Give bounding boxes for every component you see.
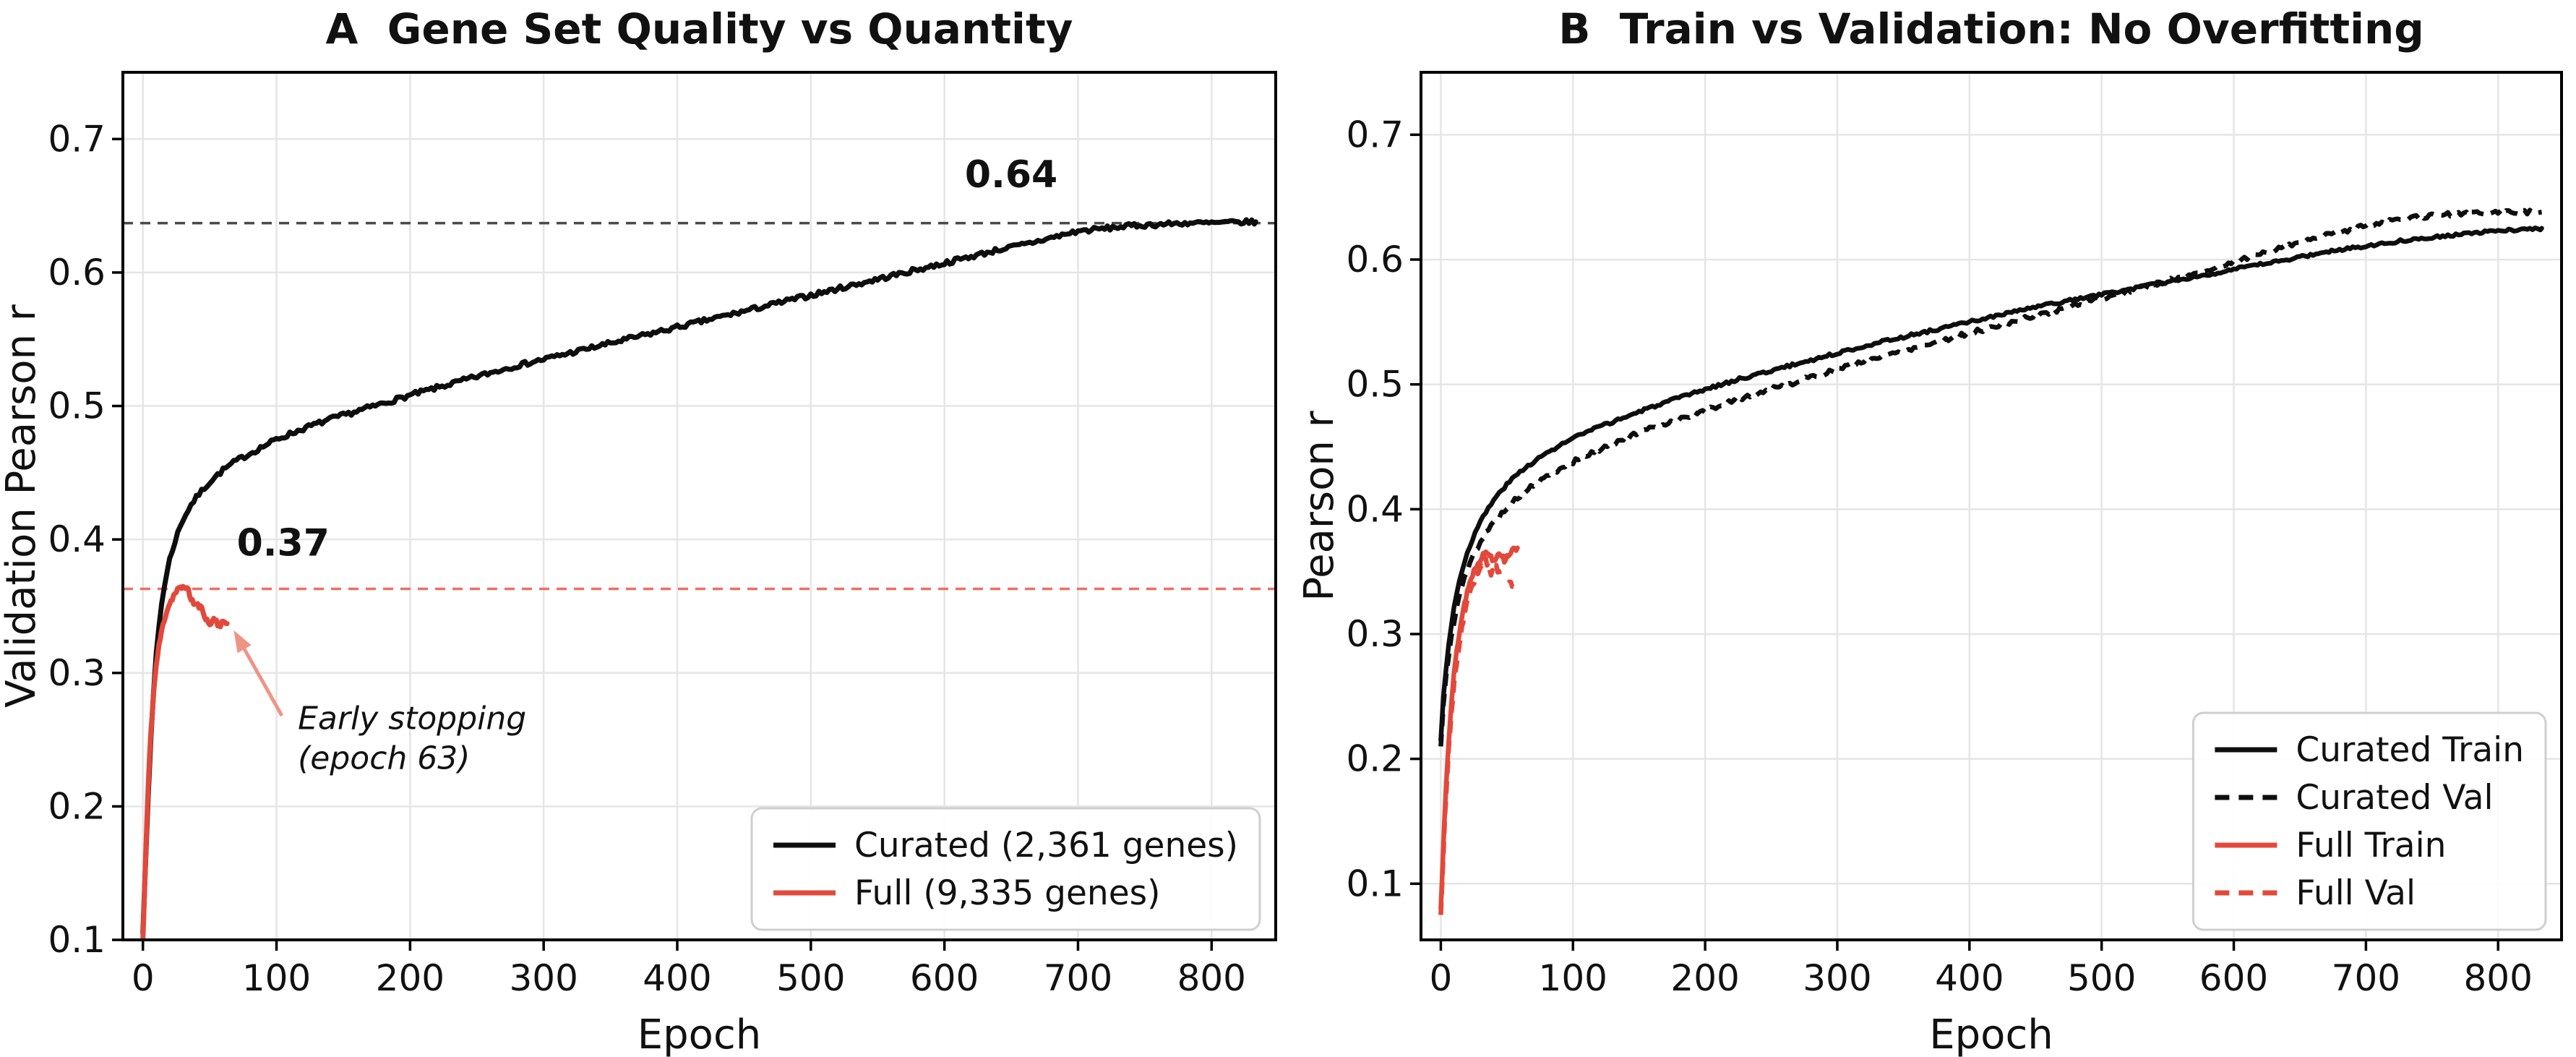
x-tick-label-800: 800 — [2464, 957, 2533, 999]
legend-box — [750, 807, 1261, 931]
series-line-full-val-seg2 — [1506, 579, 1515, 589]
x-tick-label-100: 100 — [1539, 957, 1607, 999]
annotation-arrow-head — [233, 630, 252, 654]
legend: Curated (2,361 genes) Full (9,335 genes) — [750, 807, 1261, 931]
x-tick-label-100: 100 — [242, 957, 311, 999]
legend-label-curated-2-361-genes: Curated (2,361 genes) — [854, 826, 1238, 865]
y-tick-label-0.3: 0.3 — [1346, 613, 1404, 655]
legend-label-curated-val: Curated Val — [2296, 778, 2493, 818]
x-tick-label-700: 700 — [2332, 957, 2400, 999]
x-tick-label-500: 500 — [776, 957, 845, 999]
annotation-arrow-line — [242, 648, 284, 717]
x-tick-label-300: 300 — [1803, 957, 1871, 999]
x-tick-label-200: 200 — [376, 957, 445, 999]
x-tick-label-500: 500 — [2067, 957, 2136, 999]
x-tick-label-800: 800 — [1177, 957, 1246, 999]
series-line-full-val-seg1 — [1438, 556, 1503, 915]
y-tick-label-0.2: 0.2 — [1346, 738, 1404, 780]
x-tick-label-300: 300 — [509, 957, 578, 999]
x-tick-label-400: 400 — [643, 957, 711, 999]
series-line-curated-train — [1438, 225, 2544, 743]
y-tick-label-0.1: 0.1 — [48, 919, 106, 961]
y-axis-label: Pearson r — [1296, 410, 1343, 601]
annotation-0-64: 0.64 — [965, 153, 1057, 197]
axes-spines — [1420, 71, 2563, 941]
y-tick-label-0.7: 0.7 — [48, 118, 106, 160]
series-line-full-train — [1438, 545, 1520, 912]
legend-box — [2191, 711, 2547, 931]
series-line-full-9-335-genes — [140, 583, 230, 940]
y-tick-label-0.1: 0.1 — [1346, 863, 1404, 904]
x-tick-label-700: 700 — [1044, 957, 1112, 999]
panel-b: 0 100 200 300 400 500 600 700 800 0.1 0.2 0.3 0.4 0.5… — [1296, 4, 2563, 1057]
legend-label-curated-train: Curated Train — [2296, 730, 2524, 770]
annotation-0-37: 0.37 — [237, 521, 330, 565]
annotation-epoch-63: (epoch 63) — [298, 740, 470, 777]
x-tick-label-0: 0 — [132, 957, 155, 999]
panel-a: 0 100 200 300 400 500 600 700 800 0.1 0.2 0.3 0.4 0.5… — [0, 4, 1277, 1057]
x-tick-label-0: 0 — [1430, 957, 1453, 999]
x-tick-label-200: 200 — [1670, 957, 1739, 999]
x-tick-label-600: 600 — [2199, 957, 2268, 999]
y-tick-label-0.5: 0.5 — [1346, 364, 1404, 406]
y-tick-label-0.7: 0.7 — [1346, 114, 1404, 155]
x-axis-label: Epoch — [637, 1011, 761, 1057]
x-axis-label: Epoch — [1929, 1011, 2053, 1057]
y-tick-label-0.5: 0.5 — [48, 385, 106, 427]
y-tick-label-0.3: 0.3 — [48, 652, 106, 694]
y-tick-label-0.4: 0.4 — [48, 518, 106, 560]
y-tick-label-0.6: 0.6 — [48, 252, 106, 294]
legend-label-full-train: Full Train — [2296, 826, 2446, 865]
y-tick-label-0.6: 0.6 — [1346, 239, 1404, 281]
series-line-curated-val — [1438, 207, 2543, 747]
y-axis-label: Validation Pearson r — [0, 304, 45, 708]
legend-label-full-val: Full Val — [2296, 873, 2416, 913]
chart-title-a: A Gene Set Quality vs Quantity — [326, 4, 1073, 54]
x-tick-label-600: 600 — [910, 957, 979, 999]
y-tick-label-0.4: 0.4 — [1346, 488, 1404, 530]
series-line-curated-2-361-genes — [140, 217, 1258, 936]
chart-title-b: B Train vs Validation: No Overfitting — [1558, 4, 2424, 54]
legend: Curated Train Curated Val Full Train Full V… — [2191, 711, 2547, 931]
x-tick-label-400: 400 — [1935, 957, 2004, 999]
y-tick-label-0.2: 0.2 — [48, 785, 106, 827]
legend-label-full-9-335-genes: Full (9,335 genes) — [854, 873, 1160, 913]
annotation-early-stopping: Early stopping — [298, 700, 526, 737]
axes-spines — [121, 71, 1277, 941]
